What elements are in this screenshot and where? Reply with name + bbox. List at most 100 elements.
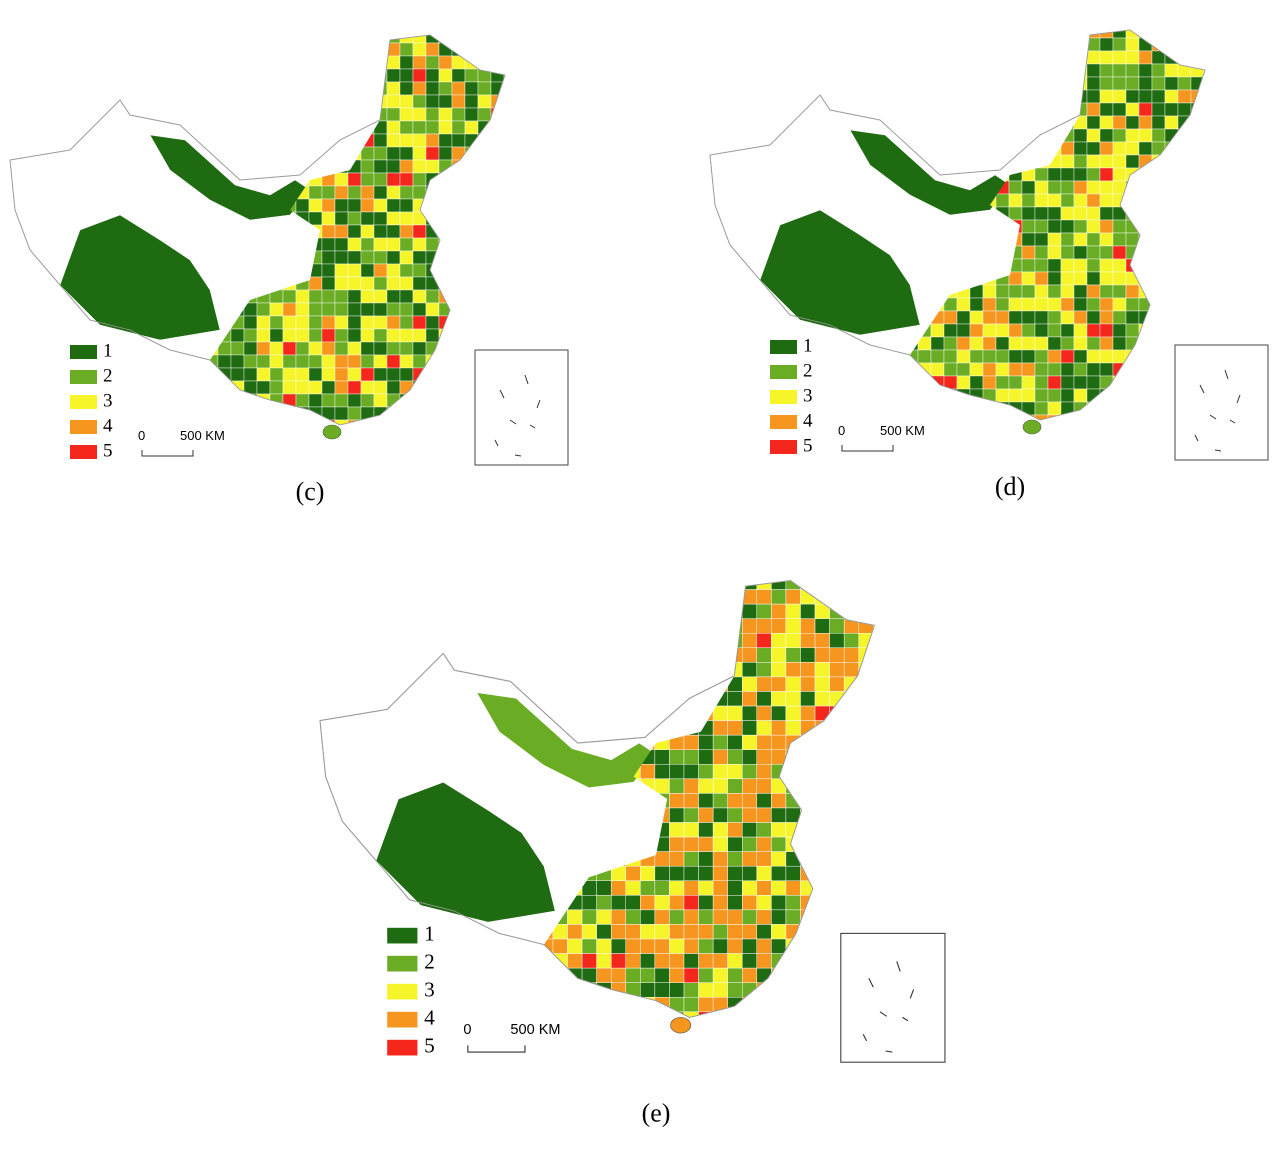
- region-cell: [438, 250, 453, 265]
- region-cell: [1073, 141, 1088, 156]
- region-cell: [243, 35, 258, 44]
- region-cell: [347, 224, 362, 239]
- region-cell: [269, 302, 284, 317]
- region-cell: [490, 250, 505, 265]
- region-cell: [490, 211, 505, 226]
- region-cell: [282, 55, 297, 70]
- region-cell: [567, 633, 583, 649]
- region-cell: [503, 289, 505, 304]
- region-cell: [814, 938, 830, 954]
- region-cell: [742, 807, 758, 823]
- legend-label: 4: [803, 410, 813, 431]
- region-cell: [596, 953, 612, 969]
- region-cell: [756, 778, 772, 794]
- region-cell: [464, 250, 479, 265]
- region-cell: [995, 115, 1010, 130]
- region-cell: [1203, 50, 1205, 65]
- region-cell: [982, 323, 997, 338]
- region-cell: [399, 302, 414, 317]
- region-cell: [698, 662, 714, 678]
- region-cell: [610, 691, 626, 707]
- region-cell: [943, 323, 958, 338]
- region-cell: [1034, 362, 1049, 377]
- region-cell: [1125, 180, 1140, 195]
- region-cell: [269, 107, 284, 122]
- region-cell: [712, 603, 728, 619]
- region-cell: [282, 159, 297, 174]
- region-cell: [625, 705, 641, 721]
- region-cell: [873, 793, 875, 809]
- region-cell: [698, 633, 714, 649]
- region-cell: [1034, 271, 1049, 286]
- region-cell: [654, 1011, 670, 1018]
- region-cell: [567, 705, 583, 721]
- region-cell: [282, 133, 297, 148]
- region-cell: [1086, 180, 1101, 195]
- region-cell: [425, 42, 440, 57]
- region-cell: [1203, 167, 1205, 182]
- region-cell: [334, 367, 349, 382]
- region-cell: [756, 851, 772, 867]
- region-cell: [1203, 310, 1205, 325]
- region-cell: [814, 589, 830, 605]
- region-cell: [425, 315, 440, 330]
- region-cell: [742, 662, 758, 678]
- region-cell: [1073, 50, 1088, 65]
- region-cell: [1177, 284, 1192, 299]
- region-cell: [1034, 401, 1049, 416]
- region-cell: [917, 388, 932, 403]
- region-cell: [1021, 245, 1036, 260]
- region-cell: [610, 618, 626, 634]
- region-cell: [873, 691, 875, 707]
- inset-frame: [1174, 344, 1269, 461]
- region-cell: [243, 315, 258, 330]
- region-cell: [1151, 349, 1166, 364]
- region-cell: [1151, 297, 1166, 312]
- region-cell: [503, 68, 505, 83]
- region-cell: [412, 55, 427, 70]
- region-cell: [712, 836, 728, 852]
- region-cell: [727, 967, 743, 983]
- region-cell: [360, 159, 375, 174]
- region-cell: [503, 42, 505, 57]
- region-cell: [347, 185, 362, 200]
- region-cell: [243, 341, 258, 356]
- region-cell: [1112, 193, 1127, 208]
- region-cell: [917, 76, 932, 91]
- region-cell: [399, 198, 414, 213]
- region-cell: [1073, 167, 1088, 182]
- region-cell: [438, 198, 453, 213]
- region-cell: [858, 705, 874, 721]
- legend-swatch: [387, 955, 418, 972]
- region-cell: [873, 720, 875, 736]
- region-cell: [256, 406, 271, 421]
- region-cell: [712, 953, 728, 969]
- region-cell: [943, 154, 958, 169]
- region-cell: [858, 691, 874, 707]
- region-cell: [490, 276, 505, 291]
- region-cell: [230, 68, 245, 83]
- region-cell: [581, 647, 597, 663]
- region-cell: [282, 380, 297, 395]
- region-cell: [982, 336, 997, 351]
- region-cell: [1047, 310, 1062, 325]
- region-cell: [930, 50, 945, 65]
- region-cell: [1112, 115, 1127, 130]
- region-block: [59, 214, 221, 341]
- region-cell: [256, 94, 271, 109]
- region-cell: [771, 1011, 787, 1018]
- region-cell: [698, 851, 714, 867]
- region-cell: [581, 1011, 597, 1018]
- region-cell: [451, 250, 466, 265]
- region-cell: [756, 749, 772, 765]
- region-cell: [438, 393, 453, 408]
- region-cell: [969, 50, 984, 65]
- legend-label: 2: [803, 360, 813, 381]
- region-cell: [610, 924, 626, 940]
- region-cell: [567, 982, 583, 998]
- region-cell: [1099, 401, 1114, 416]
- region-cell: [321, 354, 336, 369]
- region-cell: [969, 414, 984, 420]
- region-cell: [969, 336, 984, 351]
- region-cell: [1021, 115, 1036, 130]
